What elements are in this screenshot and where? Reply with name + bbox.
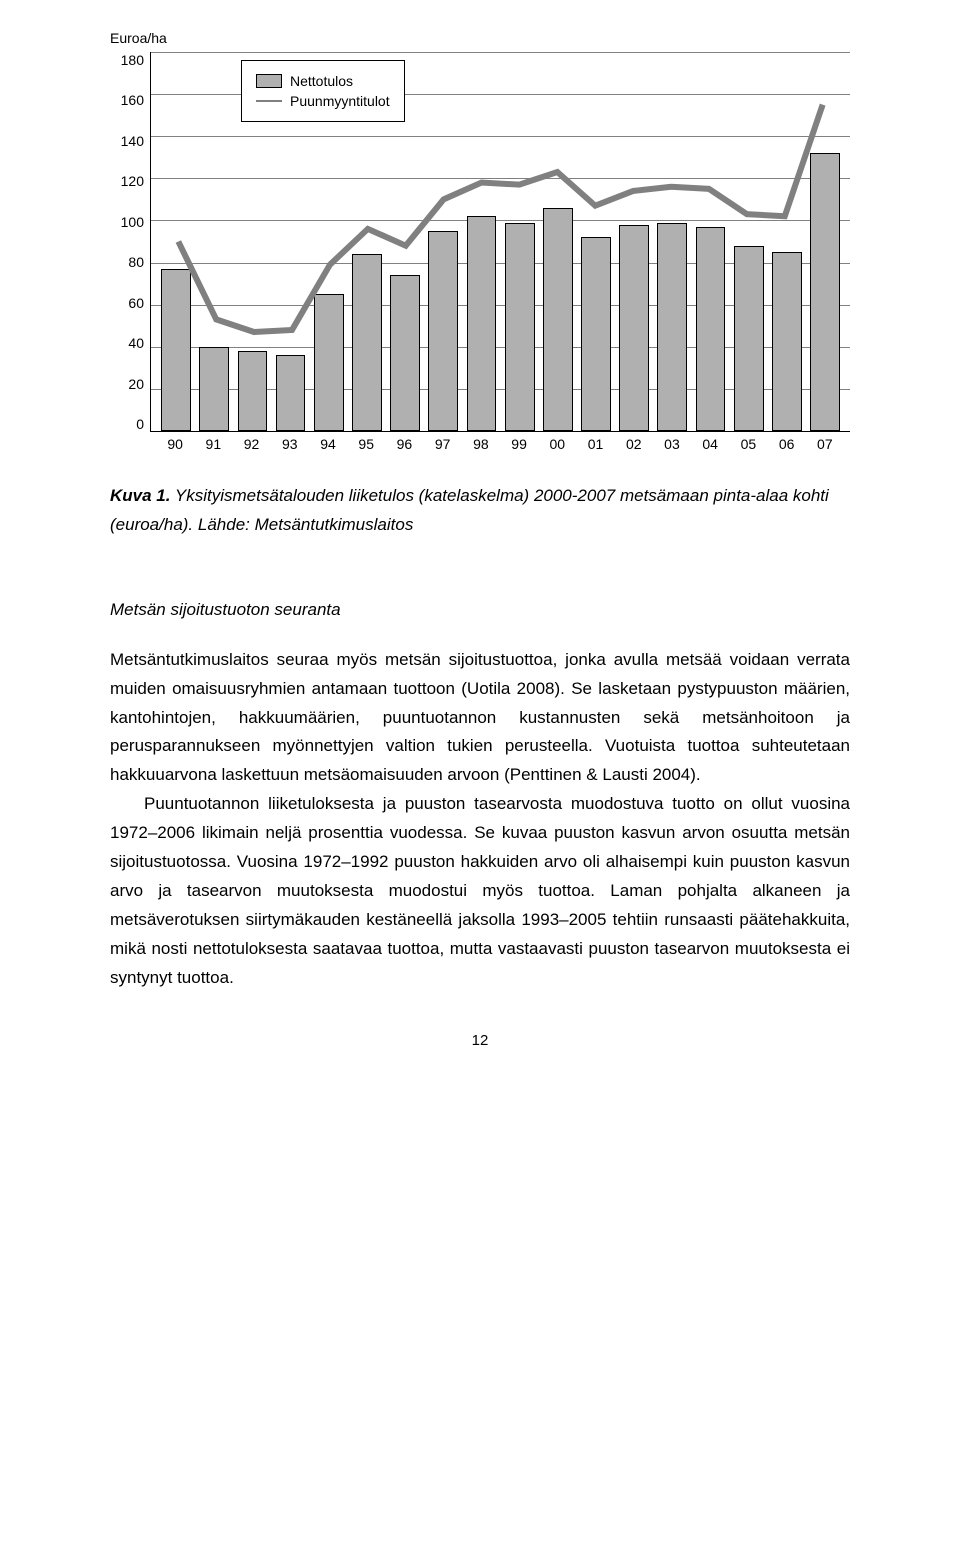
paragraph: Puuntuotannon liiketuloksesta ja puuston… [110,790,850,992]
y-tick: 20 [128,376,144,392]
y-tick: 100 [121,214,144,230]
x-tick: 93 [271,436,309,452]
y-tick: 0 [136,416,144,432]
y-tick: 160 [121,92,144,108]
x-tick: 02 [615,436,653,452]
y-axis-ticks: 180 160 140 120 100 80 60 40 20 0 [110,52,150,432]
chart: 180 160 140 120 100 80 60 40 20 0 Nettotulos Puun… [110,52,850,432]
x-tick: 04 [691,436,729,452]
x-tick: 01 [576,436,614,452]
x-tick: 05 [729,436,767,452]
legend-swatch-box [256,74,282,88]
x-tick: 07 [806,436,844,452]
body-text: Metsäntutkimuslaitos seuraa myös metsän … [110,646,850,993]
x-tick: 99 [500,436,538,452]
x-axis-ticks: 909192939495969798990001020304050607 [150,432,850,452]
x-tick: 03 [653,436,691,452]
figure-caption-text: Yksityismetsätalouden liiketulos (katela… [110,486,829,534]
legend-label: Puunmyyntitulot [290,93,390,109]
x-tick: 90 [156,436,194,452]
x-tick: 95 [347,436,385,452]
figure-caption: Kuva 1. Yksityismetsätalouden liiketulos… [110,482,850,540]
x-tick: 96 [385,436,423,452]
y-tick: 120 [121,173,144,189]
plot-area: Nettotulos Puunmyyntitulot [150,52,850,432]
y-tick: 140 [121,133,144,149]
legend-swatch-line [256,100,282,102]
legend-item-nettotulos: Nettotulos [256,73,390,89]
legend-item-puunmyyntitulot: Puunmyyntitulot [256,93,390,109]
x-tick: 91 [194,436,232,452]
y-axis-title: Euroa/ha [110,30,850,46]
legend-label: Nettotulos [290,73,353,89]
x-tick: 00 [538,436,576,452]
y-tick: 40 [128,335,144,351]
figure-number: Kuva 1. [110,486,170,505]
y-tick: 180 [121,52,144,68]
x-tick: 94 [309,436,347,452]
x-tick: 97 [424,436,462,452]
section-heading: Metsän sijoitustuoton seuranta [110,600,850,620]
paragraph: Metsäntutkimuslaitos seuraa myös metsän … [110,646,850,790]
legend: Nettotulos Puunmyyntitulot [241,60,405,122]
y-tick: 60 [128,295,144,311]
page-number: 12 [110,1032,850,1049]
y-tick: 80 [128,254,144,270]
x-tick: 92 [232,436,270,452]
x-tick: 06 [768,436,806,452]
x-tick: 98 [462,436,500,452]
line-series [178,105,822,332]
